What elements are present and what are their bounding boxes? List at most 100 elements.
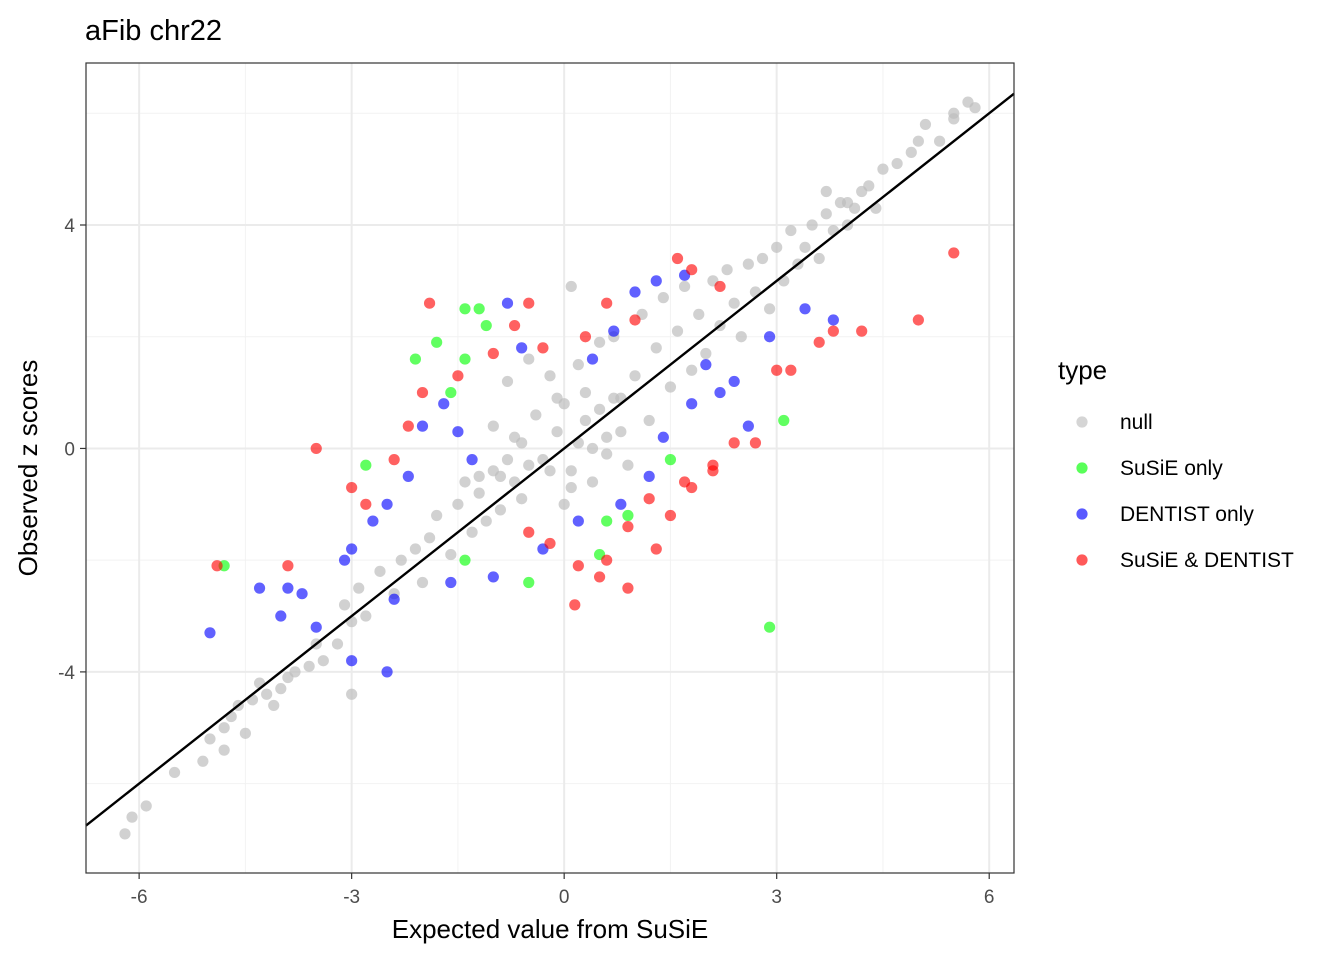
point-null: [806, 219, 818, 231]
point-null: [764, 303, 776, 315]
point-dentist-only: [381, 666, 393, 678]
point-dentist-only: [742, 420, 754, 432]
point-null: [317, 655, 329, 667]
x-tick-label: -3: [343, 887, 360, 908]
point-susie-dentist: [569, 599, 581, 611]
point-susie-dentist: [544, 537, 556, 550]
point-susie-only: [480, 319, 492, 332]
point-null: [204, 733, 216, 745]
point-null: [919, 118, 932, 131]
point-null: [261, 688, 273, 700]
point-null: [615, 426, 627, 438]
point-null: [586, 442, 599, 455]
point-dentist-only: [445, 576, 457, 589]
point-null: [756, 252, 769, 265]
point-null: [466, 526, 478, 538]
legend-label-both: SuSiE & DENTIST: [1120, 549, 1294, 572]
point-susie-dentist: [593, 571, 606, 583]
point-susie-dentist: [856, 325, 868, 337]
point-null: [338, 599, 351, 611]
point-null: [544, 370, 556, 382]
point-null: [409, 543, 422, 555]
point-susie-dentist: [310, 442, 322, 455]
point-dentist-only: [657, 431, 669, 443]
point-null: [374, 565, 386, 577]
point-dentist-only: [615, 498, 627, 510]
point-dentist-only: [466, 454, 478, 466]
point-null: [218, 722, 230, 734]
point-null: [551, 392, 563, 404]
point-null: [678, 280, 691, 293]
point-null: [331, 638, 344, 650]
point-null: [445, 548, 457, 561]
point-susie-dentist: [402, 420, 414, 432]
point-susie-dentist: [601, 297, 613, 309]
point-susie-only: [778, 414, 790, 427]
point-null: [693, 308, 705, 320]
point-susie-only: [601, 515, 613, 527]
point-null: [275, 683, 287, 695]
legend-key-susie: [1076, 462, 1088, 474]
point-null: [785, 224, 797, 237]
point-susie-dentist: [678, 476, 691, 488]
point-susie-dentist: [643, 493, 655, 505]
point-null: [601, 448, 613, 460]
point-null: [948, 113, 960, 125]
point-dentist-only: [487, 571, 499, 583]
x-tick-label: -6: [131, 887, 148, 908]
point-null: [523, 459, 535, 471]
point-susie-dentist: [360, 498, 372, 510]
point-null: [565, 481, 577, 494]
point-null: [544, 465, 556, 477]
point-null: [905, 146, 917, 158]
point-susie-dentist: [622, 582, 634, 594]
point-null: [353, 582, 365, 594]
point-null: [119, 828, 131, 840]
point-null: [593, 403, 606, 415]
point-susie-only: [459, 554, 471, 566]
major-gridlines: [86, 63, 1014, 873]
y-tick-label: 4: [64, 216, 75, 237]
point-dentist-only: [700, 359, 712, 371]
plot-border: [85, 62, 1015, 874]
point-dentist-only: [728, 375, 740, 388]
point-null: [650, 342, 662, 354]
point-dentist-only: [799, 303, 811, 315]
point-susie-dentist: [749, 437, 762, 449]
point-null: [934, 135, 946, 147]
point-dentist-only: [501, 297, 514, 309]
point-dentist-only: [381, 498, 393, 510]
point-null: [799, 241, 811, 253]
point-null: [912, 135, 924, 147]
point-null: [629, 370, 641, 382]
point-susie-dentist: [650, 543, 662, 555]
point-null: [473, 487, 485, 499]
point-null: [452, 498, 464, 510]
point-susie-dentist: [452, 370, 464, 382]
point-null: [551, 426, 563, 438]
point-dentist-only: [346, 543, 358, 555]
point-null: [218, 744, 230, 756]
point-dentist-only: [438, 398, 450, 410]
y-axis-title: Observed z scores: [13, 360, 43, 577]
point-dentist-only: [629, 286, 641, 298]
point-dentist-only: [367, 515, 379, 527]
point-null: [593, 336, 606, 348]
point-dentist-only: [275, 610, 287, 622]
point-susie-dentist: [827, 325, 839, 337]
point-susie-only: [764, 621, 776, 633]
x-axis: -6 -3 0 3 6: [131, 873, 994, 908]
point-dentist-only: [764, 331, 776, 343]
point-dentist-only: [572, 515, 584, 527]
point-null: [239, 727, 251, 739]
point-null: [721, 264, 733, 276]
point-null: [530, 409, 542, 421]
y-tick-label: 0: [64, 439, 75, 460]
legend-title: type: [1058, 355, 1107, 385]
identity-line: [85, 92, 1015, 827]
point-null: [565, 280, 577, 293]
point-susie-dentist: [785, 364, 797, 376]
x-tick-label: 0: [559, 887, 570, 908]
point-null: [671, 325, 684, 337]
point-null: [686, 364, 698, 376]
